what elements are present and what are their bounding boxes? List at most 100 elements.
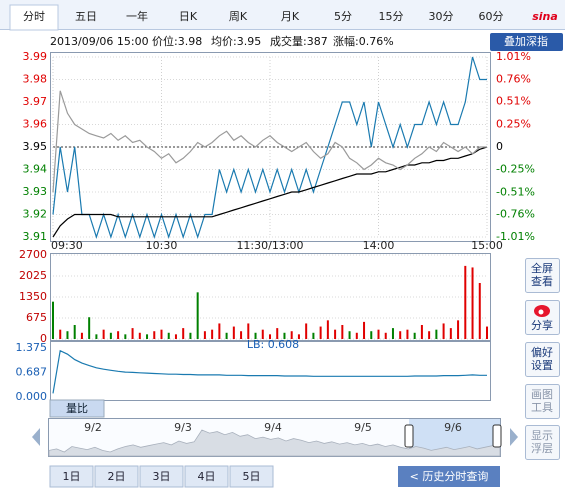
volume-bar [471, 267, 474, 339]
series-line [52, 56, 487, 239]
nav-right-arrow[interactable] [510, 428, 518, 446]
volume-bar [420, 325, 423, 339]
logo[interactable]: sina [532, 10, 558, 23]
volume-bar [348, 331, 351, 339]
day-button-label[interactable]: 1日 [63, 470, 81, 483]
tab[interactable]: 五日 [75, 10, 97, 23]
nav-label: 9/3 [174, 421, 192, 434]
side-button-label[interactable]: 工具 [531, 401, 553, 414]
volume-bar [124, 334, 127, 339]
volume-bar [363, 321, 366, 339]
nav-label: 9/4 [264, 421, 282, 434]
y-tick-label: 0.687 [16, 366, 48, 379]
volume-bar [196, 292, 199, 339]
volume-bar [153, 331, 156, 339]
y2-tick-label: -0.25% [496, 162, 535, 175]
lb-tab[interactable] [49, 399, 105, 418]
volume-bar [290, 331, 293, 339]
volume-bar [261, 329, 264, 339]
nav-left-arrow[interactable] [32, 428, 40, 446]
info-price: 价位:3.98 [152, 34, 202, 48]
volume-bar [384, 332, 387, 339]
side-button-label[interactable]: 查看 [531, 274, 553, 288]
volume-bar [203, 331, 206, 339]
day-button[interactable] [49, 465, 94, 488]
nav-handle[interactable] [404, 424, 414, 448]
tab[interactable]: 15分 [379, 10, 404, 23]
volume-bar [52, 301, 54, 339]
side-button-label[interactable]: 画图 [531, 388, 553, 401]
volume-bar [377, 329, 380, 339]
day-button[interactable] [184, 465, 229, 488]
tab[interactable]: 周K [229, 10, 248, 23]
nav-handle[interactable] [492, 424, 502, 448]
day-button-label[interactable]: 4日 [198, 470, 216, 483]
y2-tick-label: -1.01% [496, 230, 535, 243]
volume-bar [391, 328, 394, 339]
side-button-label[interactable]: 偏好 [531, 345, 553, 359]
tab[interactable]: 一年 [126, 9, 148, 23]
y-tick-label: 0.000 [16, 390, 48, 403]
side-button[interactable] [525, 300, 560, 335]
volume-bar [269, 334, 271, 339]
volume-bar [160, 329, 163, 339]
weibo-eye [538, 309, 544, 315]
side-button[interactable] [525, 258, 560, 293]
y-tick-label: 3.92 [23, 208, 48, 221]
volume-bar [326, 320, 329, 339]
side-button-label[interactable]: 设置 [531, 359, 553, 372]
volume-bar [478, 283, 481, 339]
volume-bar [211, 329, 214, 339]
tab[interactable]: 5分 [334, 10, 352, 23]
annotation: LB: 0.608 [247, 338, 299, 351]
volume-bar [167, 332, 170, 339]
day-button[interactable] [229, 465, 274, 488]
side-button[interactable] [525, 425, 560, 460]
day-button[interactable] [94, 465, 139, 488]
x-tick-label: 10:30 [146, 239, 178, 252]
volume-bar [59, 329, 62, 339]
volume-bar [305, 323, 308, 339]
volume-bar [138, 332, 141, 339]
volume-bar [464, 265, 467, 339]
y-tick-label: 1.375 [16, 341, 48, 354]
overlay-button-label[interactable]: 叠加深指 [504, 34, 548, 48]
day-button[interactable] [139, 465, 184, 488]
overlay-button[interactable] [490, 33, 563, 51]
tab[interactable]: 日K [179, 10, 198, 23]
history-button-label[interactable]: < 历史分时查询 [410, 469, 489, 483]
volume-bar [297, 334, 300, 339]
series-line [52, 349, 487, 394]
tab[interactable]: 60分 [479, 10, 504, 23]
y-tick-label: 3.94 [23, 163, 48, 176]
tab[interactable]: 30分 [429, 10, 454, 23]
x-tick-label: 09:30 [51, 239, 83, 252]
y-tick-label: 675 [26, 311, 47, 324]
volume-bar [341, 325, 344, 339]
tab-selected [9, 4, 59, 31]
volume-bar [312, 332, 315, 339]
side-button-label[interactable]: 显示 [531, 429, 553, 442]
day-button-label[interactable]: 3日 [153, 470, 171, 483]
volume-bar [457, 320, 460, 339]
tab[interactable]: 月K [281, 10, 300, 23]
lb-tab-label[interactable]: 量比 [66, 402, 88, 415]
volume-bar [73, 325, 76, 339]
y-tick-label: 1350 [19, 290, 47, 303]
nav-label: 9/5 [354, 421, 372, 434]
side-button[interactable] [525, 342, 560, 377]
volume-bar [117, 331, 120, 339]
side-button-label[interactable]: 全屏 [531, 261, 553, 275]
volume-bar [131, 328, 134, 339]
day-button-label[interactable]: 5日 [243, 470, 261, 483]
tab-bar [0, 0, 565, 30]
volume-bar [95, 334, 98, 339]
side-button-label[interactable]: 分享 [531, 318, 553, 332]
history-button[interactable] [398, 466, 500, 487]
y-tick-label: 3.97 [23, 95, 48, 108]
side-button-label[interactable]: 浮层 [531, 442, 553, 455]
side-button[interactable] [525, 384, 560, 419]
day-button-label[interactable]: 2日 [108, 470, 126, 483]
tab[interactable]: 分时 [23, 10, 45, 23]
